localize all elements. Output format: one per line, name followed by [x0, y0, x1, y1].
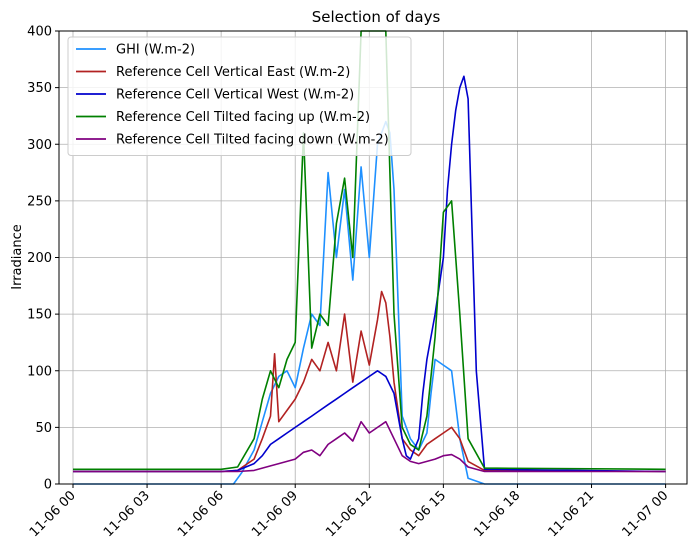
chart-title: Selection of days [312, 8, 441, 26]
y-tick-label: 100 [27, 364, 52, 379]
y-tick-label: 250 [27, 194, 52, 209]
series-line-1 [73, 120, 666, 485]
legend-label: Reference Cell Vertical West (W.m-2) [116, 88, 354, 103]
y-tick-label: 50 [35, 421, 52, 436]
legend: GHI (W.m-2) Reference Cell Vertical East … [67, 36, 412, 156]
y-tick-label: 350 [27, 81, 52, 96]
y-tick-label: 200 [27, 251, 52, 266]
legend-label: Reference Cell Tilted facing up (W.m-2) [116, 110, 370, 125]
legend-box [67, 36, 412, 156]
y-tick-label: 150 [27, 308, 52, 323]
legend-label: GHI (W.m-2) [116, 43, 195, 58]
y-axis: 0 50 100 150 200 250 300 350 400 [27, 25, 59, 493]
y-tick-label: 400 [27, 25, 52, 40]
y-tick-label: 300 [27, 138, 52, 153]
y-axis-label: Irradiance [10, 224, 25, 289]
y-tick-label: 0 [44, 478, 52, 493]
series-line-5 [73, 420, 666, 473]
legend-label: Reference Cell Tilted facing down (W.m-2… [116, 133, 389, 148]
legend-label: Reference Cell Vertical East (W.m-2) [116, 65, 350, 80]
series-line-3 [73, 75, 666, 473]
